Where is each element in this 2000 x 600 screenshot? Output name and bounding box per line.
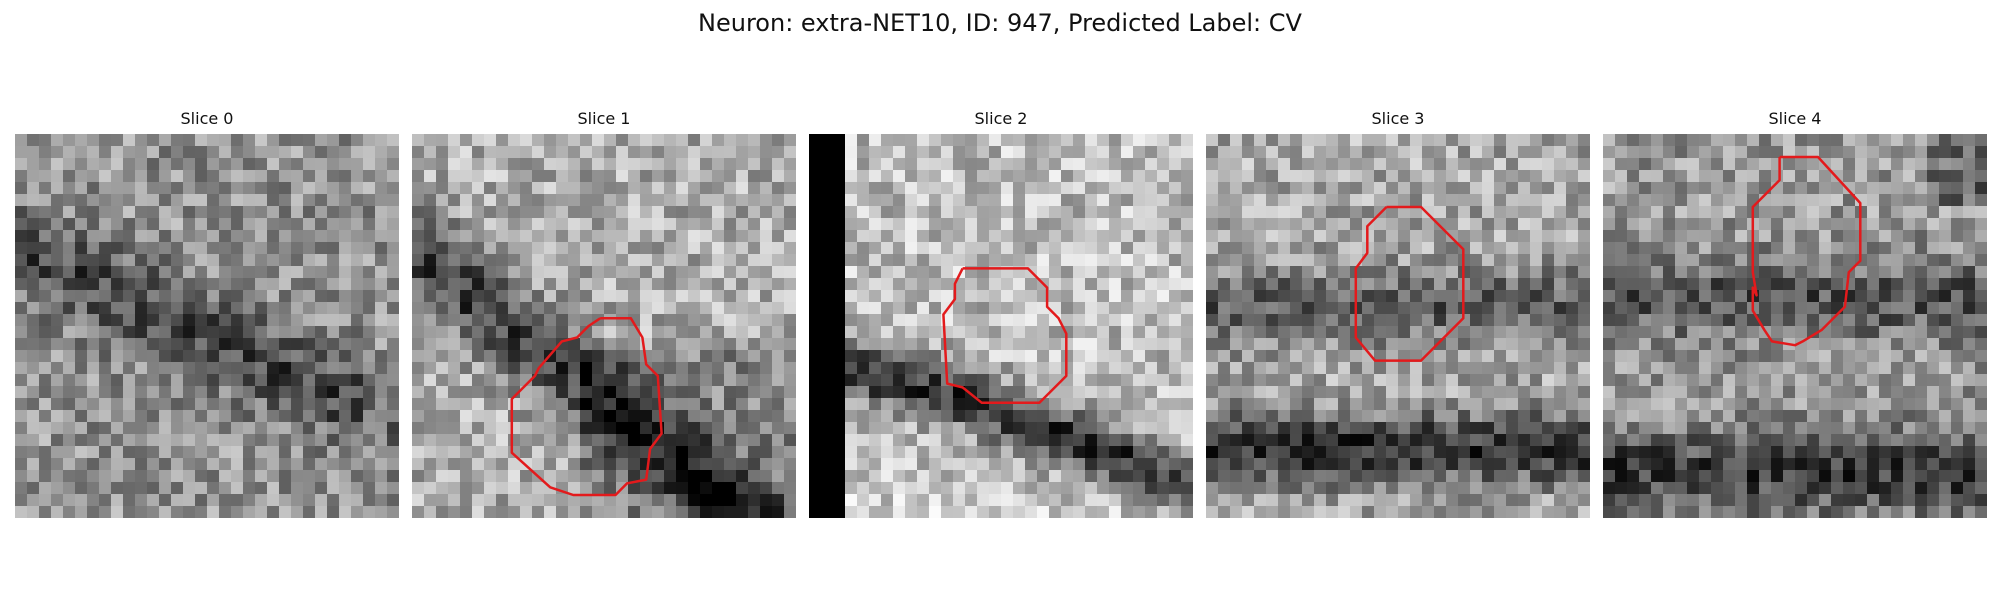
- slice-image: [809, 134, 1193, 518]
- roi-outline: [1354, 205, 1465, 362]
- slice-panel-0: Slice 0: [15, 108, 399, 518]
- slice-image: [412, 134, 796, 518]
- figure-title: Neuron: extra-NET10, ID: 947, Predicted …: [698, 9, 1302, 37]
- slice-panel-3: Slice 3: [1206, 108, 1590, 518]
- slice-panel-1: Slice 1: [412, 108, 796, 518]
- slice-image: [1603, 134, 1987, 518]
- roi-outline: [942, 267, 1068, 405]
- slice-title: Slice 2: [974, 109, 1028, 128]
- roi-outline: [1751, 155, 1862, 347]
- slice-panel-2: Slice 2: [809, 108, 1193, 518]
- slice-title: Slice 3: [1371, 109, 1425, 128]
- slice-image: [1206, 134, 1590, 518]
- roi-outline: [510, 317, 663, 497]
- slice-title: Slice 4: [1768, 109, 1822, 128]
- slice-title: Slice 0: [180, 109, 234, 128]
- slice-image: [15, 134, 399, 518]
- slice-panel-4: Slice 4: [1603, 108, 1987, 518]
- slice-title: Slice 1: [577, 109, 631, 128]
